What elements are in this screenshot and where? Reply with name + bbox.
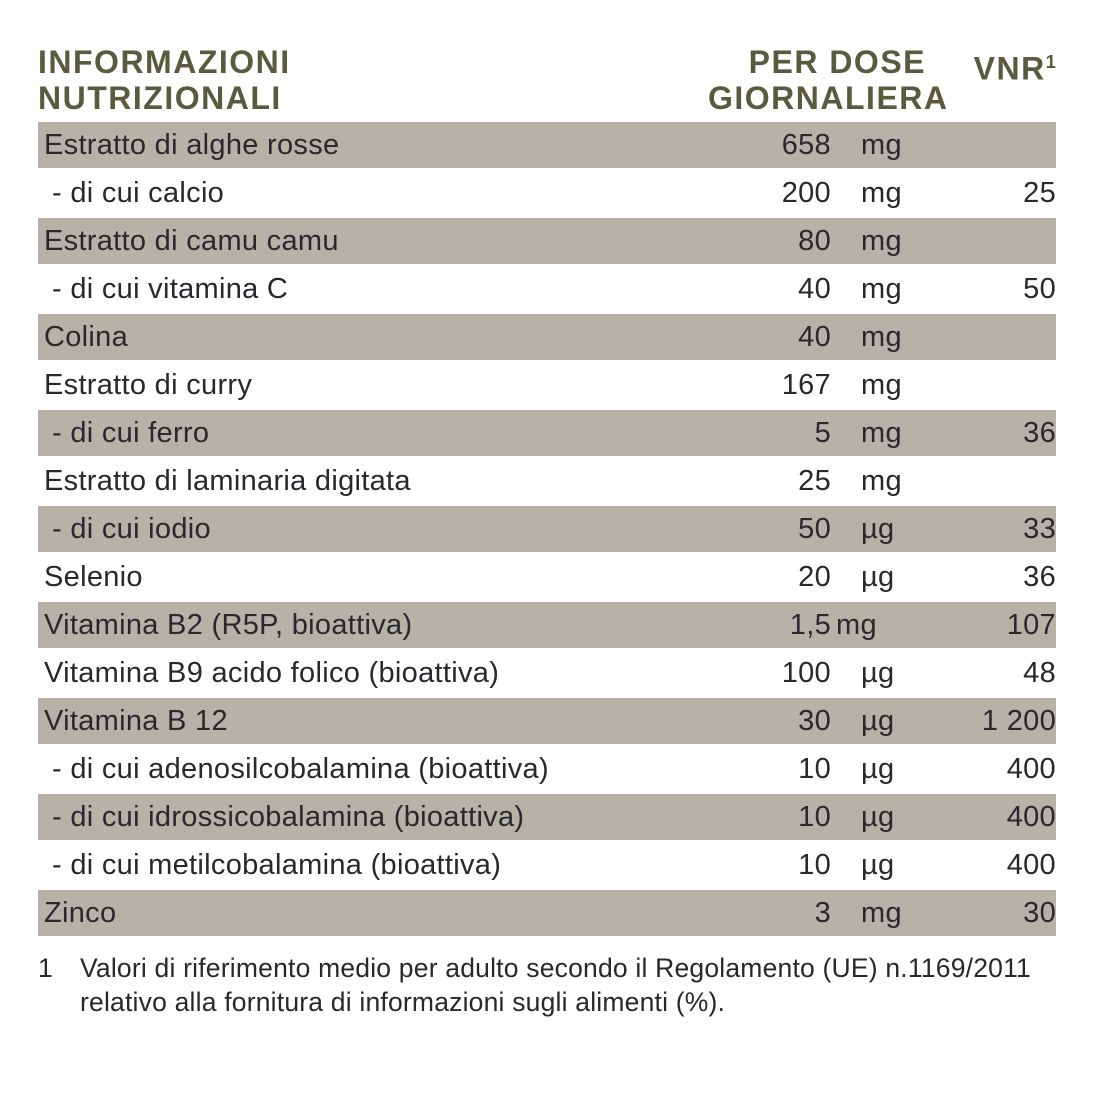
amount-unit: mg: [861, 368, 902, 401]
amount-unit: µg: [861, 800, 895, 833]
amount-value: 25: [798, 464, 831, 497]
amount-value: 40: [798, 320, 831, 353]
nutrient-name: Vitamina B 12: [44, 704, 228, 737]
table-header: INFORMAZIONI NUTRIZIONALI PER DOSE GIORN…: [38, 44, 1056, 116]
amount-value: 20: [798, 560, 831, 593]
nutrient-name: - di cui adenosilcobalamina (bioattiva): [52, 752, 549, 785]
footnote-marker: 1: [38, 953, 53, 983]
amount-unit: µg: [861, 704, 895, 737]
vnr-value: 107: [1006, 608, 1056, 641]
vnr-value: 36: [1023, 560, 1056, 593]
header-dose-column: PER DOSE GIORNALIERA: [708, 44, 949, 116]
table-row: Selenio 20 µg 36: [38, 554, 1056, 600]
amount-unit: mg: [861, 128, 902, 161]
nutrient-name: - di cui calcio: [52, 176, 225, 209]
nutrient-name: Colina: [44, 320, 129, 353]
nutrient-name: Estratto di alghe rosse: [44, 128, 340, 161]
table-row: Estratto di alghe rosse 658 mg: [38, 122, 1056, 168]
nutrient-name: Zinco: [44, 896, 117, 929]
header-vnr-column: VNR1: [926, 44, 1056, 87]
amount-unit: µg: [861, 656, 895, 689]
vnr-value: 50: [1023, 272, 1056, 305]
table-row: Zinco 3 mg 30: [38, 890, 1056, 936]
amount-unit: mg: [861, 272, 902, 305]
table-row: - di cui ferro 5 mg 36: [38, 410, 1056, 456]
header-title: INFORMAZIONI NUTRIZIONALI: [38, 44, 708, 116]
nutrient-name: - di cui idrossicobalamina (bioattiva): [52, 800, 525, 833]
amount-unit: mg: [861, 896, 902, 929]
header-dose-line2: GIORNALIERA: [708, 80, 949, 116]
table-row: Vitamina B9 acido folico (bioattiva) 100…: [38, 650, 1056, 696]
nutrient-name: - di cui vitamina C: [52, 272, 289, 305]
table-row: - di cui adenosilcobalamina (bioattiva) …: [38, 746, 1056, 792]
amount-unit: µg: [861, 560, 895, 593]
table-row: Vitamina B 12 30 µg 1 200: [38, 698, 1056, 744]
amount-value: 3: [814, 896, 831, 929]
amount-unit: µg: [861, 752, 895, 785]
amount-unit: µg: [861, 848, 895, 881]
amount-unit: mg: [861, 464, 902, 497]
nutrient-name: - di cui iodio: [52, 512, 211, 545]
amount-value: 40: [798, 272, 831, 305]
amount-value: 5: [814, 416, 831, 449]
table-row: Estratto di camu camu 80 mg: [38, 218, 1056, 264]
amount-value: 50: [798, 512, 831, 545]
nutrient-name: Estratto di camu camu: [44, 224, 339, 257]
table-row: Colina 40 mg: [38, 314, 1056, 360]
amount-unit: mg: [861, 416, 902, 449]
amount-unit: mg: [836, 608, 877, 641]
nutrient-name: Estratto di laminaria digitata: [44, 464, 411, 497]
nutrient-name: Vitamina B2 (R5P, bioattiva): [44, 608, 413, 641]
table-body: Estratto di alghe rosse 658 mg - di cui …: [38, 122, 1056, 936]
table-row: - di cui metilcobalamina (bioattiva) 10 …: [38, 842, 1056, 888]
amount-value: 167: [781, 368, 831, 401]
vnr-value: 400: [1006, 752, 1056, 785]
nutrient-name: Estratto di curry: [44, 368, 253, 401]
table-row: Estratto di curry 167 mg: [38, 362, 1056, 408]
vnr-value: 400: [1006, 800, 1056, 833]
header-vnr-label: VNR: [973, 50, 1046, 87]
amount-value: 100: [781, 656, 831, 689]
footnote: 1 Valori di riferimento medio per adulto…: [38, 951, 1056, 1019]
amount-unit: µg: [861, 512, 895, 545]
table-row: Estratto di laminaria digitata 25 mg: [38, 458, 1056, 504]
amount-value: 80: [798, 224, 831, 257]
amount-value: 658: [781, 128, 831, 161]
amount-value: 10: [798, 752, 831, 785]
table-row: - di cui iodio 50 µg 33: [38, 506, 1056, 552]
header-dose-line1: PER DOSE: [748, 44, 926, 80]
nutrient-name: - di cui ferro: [52, 416, 210, 449]
footnote-text: Valori di riferimento medio per adulto s…: [80, 953, 1031, 1017]
table-row: - di cui vitamina C 40 mg 50: [38, 266, 1056, 312]
vnr-value: 1 200: [981, 704, 1056, 737]
header-title-line2: NUTRIZIONALI: [38, 80, 282, 116]
vnr-value: 30: [1023, 896, 1056, 929]
amount-value: 30: [798, 704, 831, 737]
table-row: - di cui calcio 200 mg 25: [38, 170, 1056, 216]
header-vnr-footnote-ref: 1: [1045, 51, 1056, 72]
amount-unit: mg: [861, 176, 902, 209]
amount-value: 10: [798, 848, 831, 881]
vnr-value: 36: [1023, 416, 1056, 449]
amount-unit: mg: [861, 224, 902, 257]
vnr-value: 400: [1006, 848, 1056, 881]
amount-value: 10: [798, 800, 831, 833]
nutrient-name: Vitamina B9 acido folico (bioattiva): [44, 656, 500, 689]
table-row: Vitamina B2 (R5P, bioattiva) 1,5 mg 107: [38, 602, 1056, 648]
vnr-value: 48: [1023, 656, 1056, 689]
header-title-line1: INFORMAZIONI: [38, 44, 291, 80]
amount-unit: mg: [861, 320, 902, 353]
amount-value: 200: [781, 176, 831, 209]
vnr-value: 33: [1023, 512, 1056, 545]
nutrient-name: - di cui metilcobalamina (bioattiva): [52, 848, 502, 881]
amount-value: 1,5: [789, 608, 831, 641]
table-row: - di cui idrossicobalamina (bioattiva) 1…: [38, 794, 1056, 840]
nutrient-name: Selenio: [44, 560, 143, 593]
vnr-value: 25: [1023, 176, 1056, 209]
